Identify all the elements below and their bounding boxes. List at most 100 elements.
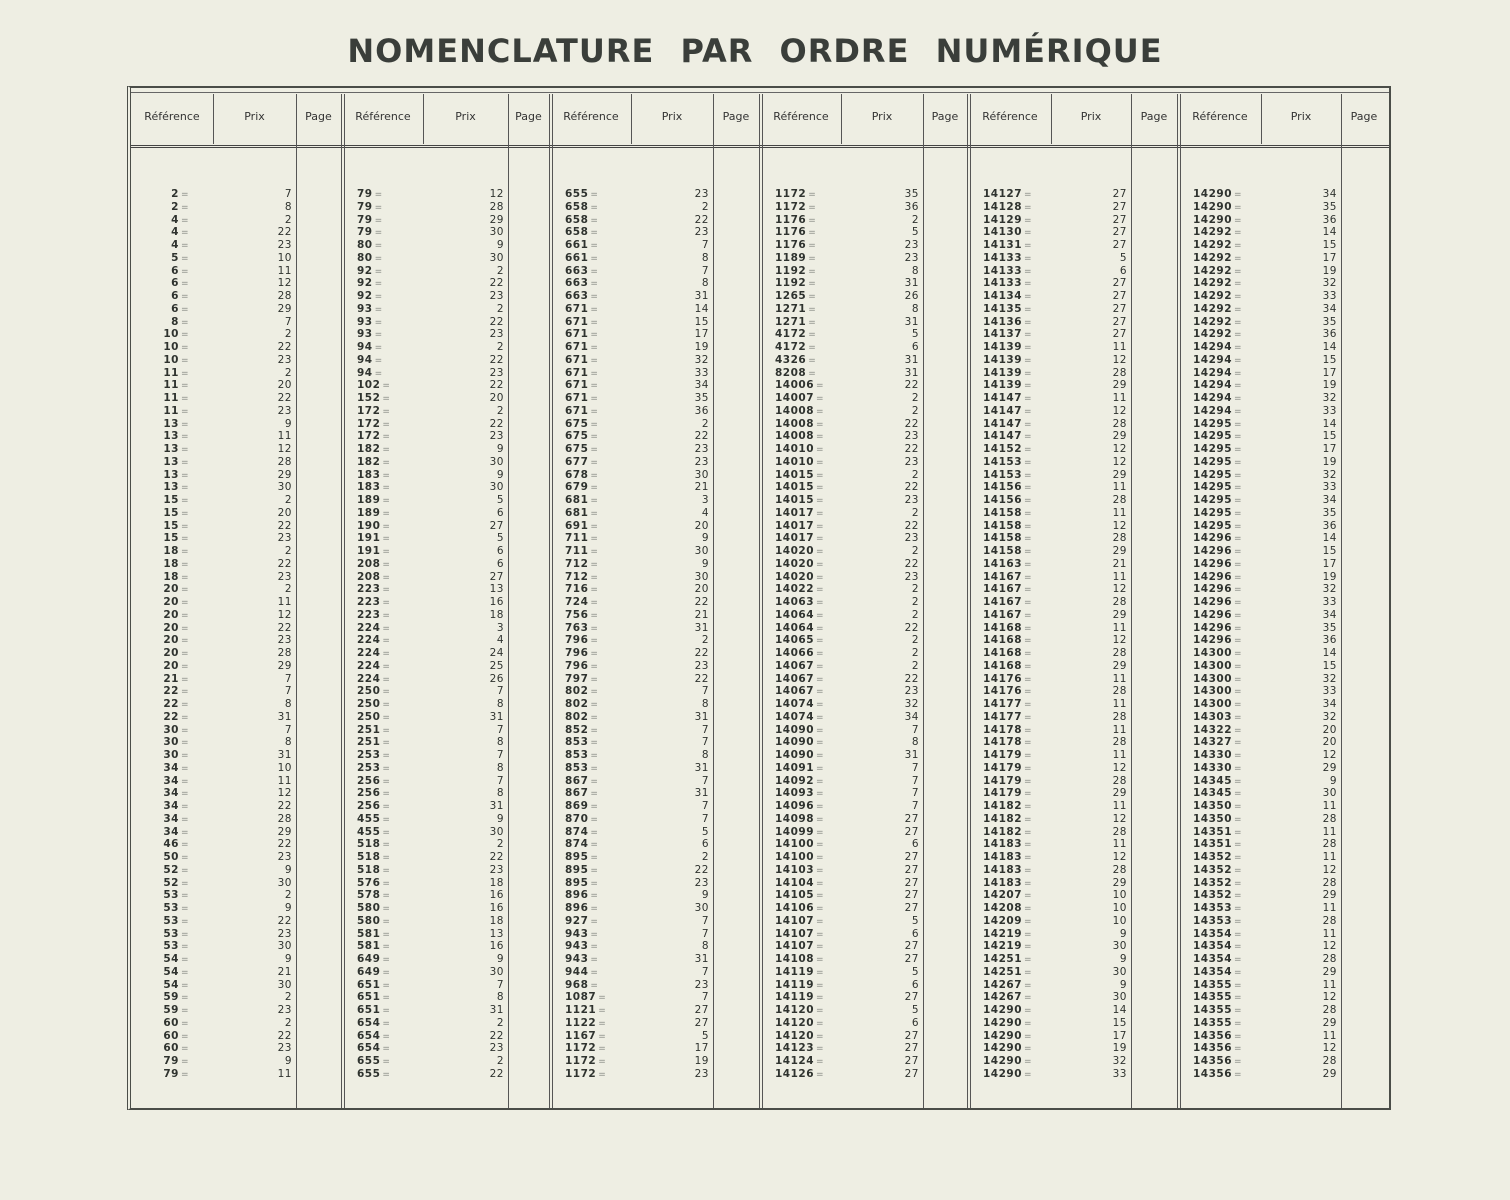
reference-separator: =	[382, 496, 391, 506]
page-cell: 28	[1322, 876, 1337, 889]
reference-value: 6	[171, 290, 179, 302]
page-cell: 9	[1119, 978, 1127, 991]
reference-cell: 14290 =	[1193, 214, 1242, 227]
page-cell: 27	[904, 1029, 919, 1042]
page-cell: 23	[489, 430, 504, 443]
reference-value: 14290	[1193, 188, 1233, 200]
reference-value: 14292	[1193, 277, 1233, 290]
reference-separator: =	[1234, 687, 1243, 698]
reference-cell: 14105 =	[775, 889, 824, 902]
reference-value: 14066	[775, 647, 815, 659]
reference-cell: 20 =	[131, 622, 189, 635]
reference-separator: =	[180, 967, 189, 978]
page-cell: 28	[1322, 953, 1337, 965]
reference-cell: 895 =	[565, 877, 598, 890]
reference-cell: 677 =	[565, 456, 598, 469]
reference-value: 655	[357, 1055, 381, 1067]
reference-cell: 18 =	[131, 558, 189, 571]
reference-value: 724	[565, 596, 589, 608]
reference-cell: 14008 =	[775, 405, 824, 418]
reference-separator: =	[1024, 496, 1033, 506]
page-cell: 10	[1112, 889, 1127, 902]
page-cell: 20	[277, 506, 292, 519]
reference-separator: =	[816, 572, 825, 583]
page-cell: 10	[1112, 914, 1127, 927]
reference-separator: =	[1234, 241, 1243, 251]
reference-value: 224	[357, 621, 381, 634]
reference-value: 1271	[775, 315, 807, 328]
reference-value: 14017	[775, 532, 815, 545]
reference-separator: =	[1024, 483, 1033, 494]
page-cell: 23	[277, 927, 292, 940]
reference-cell: 14015 =	[775, 469, 824, 482]
page-cell: 34	[1322, 302, 1337, 315]
reference-value: 10	[163, 328, 179, 341]
reference-separator: =	[180, 304, 189, 315]
reference-value: 1121	[565, 1004, 597, 1016]
reference-separator: =	[1024, 649, 1033, 659]
page-cell: 5	[1119, 251, 1127, 264]
reference-separator: =	[1234, 343, 1243, 353]
reference-separator: =	[180, 330, 189, 341]
page-cell: 7	[496, 978, 504, 991]
reference-cell: 21 =	[131, 673, 189, 686]
reference-separator: =	[1234, 878, 1243, 889]
reference-cell: 191 =	[357, 545, 390, 558]
reference-value: 54	[163, 953, 179, 965]
reference-value: 14176	[983, 685, 1023, 698]
reference-value: 874	[565, 838, 589, 851]
page-cell: 35	[1322, 200, 1337, 213]
reference-value: 4	[171, 226, 179, 239]
reference-value: 658	[565, 226, 589, 239]
reference-separator: =	[590, 916, 599, 927]
reference-separator: =	[590, 636, 599, 647]
reference-value: 14355	[1193, 978, 1233, 991]
page-cell: 2	[496, 341, 504, 353]
page-cell: 12	[1112, 583, 1127, 596]
reference-cell: 1087 =	[565, 991, 606, 1004]
reference-separator: =	[590, 904, 599, 914]
page-cell: 27	[1112, 302, 1127, 315]
reference-separator: =	[382, 572, 391, 583]
reference-separator: =	[590, 853, 599, 863]
page-cell: 30	[489, 965, 504, 978]
page-cell: 28	[1322, 914, 1337, 927]
reference-value: 14353	[1193, 902, 1233, 914]
reference-value: 14147	[983, 404, 1023, 417]
reference-separator: =	[590, 394, 599, 404]
column-divider	[508, 94, 509, 1108]
reference-cell: 655 =	[357, 1068, 390, 1081]
page-cell: 36	[1322, 213, 1337, 226]
header-reference: Référence	[773, 110, 829, 123]
reference-value: 20	[163, 608, 179, 621]
reference-separator: =	[180, 496, 189, 506]
reference-cell: 14064 =	[775, 609, 824, 622]
page-cell: 15	[1322, 659, 1337, 672]
reference-cell: 14163 =	[983, 558, 1032, 571]
reference-separator: =	[180, 457, 189, 468]
reference-value: 654	[357, 1016, 381, 1029]
reference-cell: 224 =	[357, 622, 390, 635]
reference-cell: 14107 =	[775, 928, 824, 941]
reference-value: 14168	[983, 647, 1023, 659]
reference-value: 14352	[1193, 889, 1233, 902]
page-cell: 27	[694, 1016, 709, 1029]
reference-value: 853	[565, 749, 589, 761]
reference-separator: =	[1234, 942, 1243, 953]
reference-separator: =	[382, 636, 391, 647]
reference-cell: 15 =	[131, 507, 189, 520]
page-cell: 7	[496, 749, 504, 761]
reference-separator: =	[1234, 470, 1243, 481]
page-cell: 12	[1112, 353, 1127, 366]
reference-separator: =	[1234, 865, 1243, 876]
page-cell: 28	[1112, 863, 1127, 876]
reference-value: 1192	[775, 277, 807, 290]
reference-cell: 14130 =	[983, 226, 1032, 239]
reference-cell: 943 =	[565, 928, 598, 941]
reference-value: 14153	[983, 455, 1023, 468]
page-cell: 28	[1112, 736, 1127, 749]
page-cell: 33	[1322, 596, 1337, 608]
reference-separator: =	[1024, 330, 1033, 341]
page-cell: 15	[1322, 545, 1337, 557]
reference-cell: 14352 =	[1193, 877, 1242, 890]
